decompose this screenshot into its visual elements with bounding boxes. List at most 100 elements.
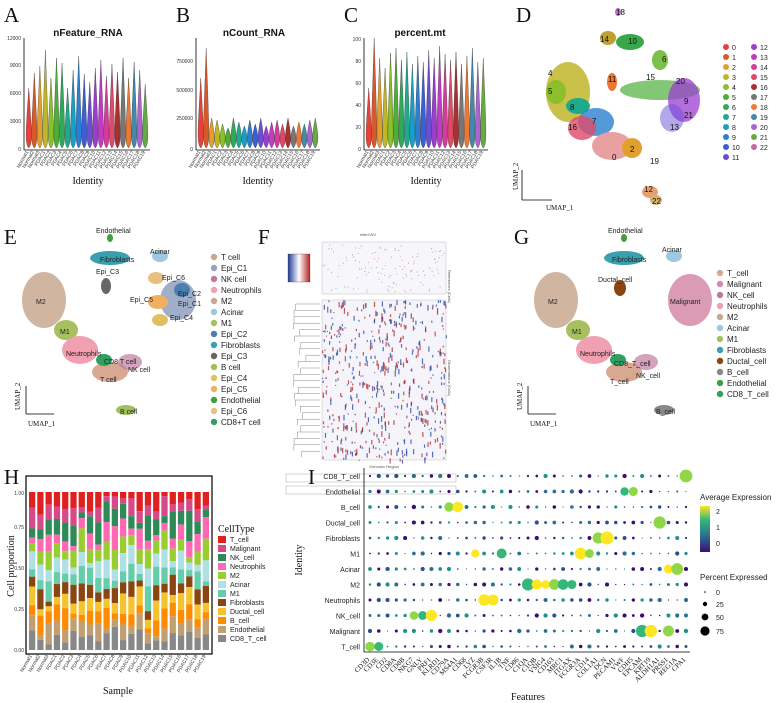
bar-segment [45,606,52,612]
cnv-mark [332,323,334,326]
dot [465,536,468,540]
dot [605,474,609,478]
dendrogram-branch [298,387,320,394]
dot [478,594,490,606]
legend-dot [716,357,724,365]
cnv-mark [376,434,378,438]
legend-label: 17 [760,95,768,102]
cnv-mark [390,319,392,325]
svg-text:4: 4 [548,69,553,78]
bar-segment [177,593,185,610]
cnv-mark [390,319,392,324]
cnv-mark [352,366,354,372]
dot [482,489,487,494]
cnv-mark [361,446,363,449]
cnv-mark [401,450,403,455]
bar-segment [37,564,44,581]
cnv-mark [337,377,339,381]
violin [415,55,421,149]
bar-segment [144,619,152,629]
cnv-mark [334,372,337,374]
svg-text:Fibroblasts: Fibroblasts [612,257,647,264]
cnv-mark [371,439,373,445]
bar-segment [70,567,77,575]
dot [623,583,626,586]
cnv-mark [441,371,443,374]
violin [365,87,372,149]
dot [552,489,557,494]
bar-segment [70,584,77,604]
cnv-mark [430,377,432,379]
svg-text:40: 40 [355,103,361,109]
dot [569,644,574,649]
cnv-mark [425,326,427,333]
legend-label: Epi_C3 [221,352,248,361]
dendrogram-branch [302,412,320,419]
dot [418,611,428,620]
cnv-mark [429,366,431,372]
dot [465,490,468,493]
cnv-mark [355,422,357,429]
legend-label: 22 [760,145,768,152]
violin [98,59,104,149]
dot [675,644,679,649]
svg-text:0: 0 [190,147,193,153]
dot [671,563,684,575]
cnv-mark [324,264,326,266]
dot [438,535,443,541]
dot [411,520,416,525]
svg-text:M1: M1 [60,329,70,336]
legend-label: 10 [732,145,740,152]
dot [552,567,556,571]
dot [492,537,494,539]
cnv-mark [420,417,422,422]
cnv-mark [340,326,342,331]
legend-label: M2 [230,573,240,580]
legend-dot [751,124,757,130]
dot [500,598,503,602]
dot [385,536,390,540]
dot [496,548,507,559]
cnv-mark [411,368,413,372]
cnv-mark [353,315,355,321]
dot [684,613,688,618]
cnv-mark [329,244,331,246]
cnv-mark [423,338,425,341]
bar-segment [29,615,36,631]
bar-segment [177,623,185,636]
violin [114,71,121,149]
bar-segment [128,633,135,650]
cnv-mark [442,442,444,445]
cnv-mark [354,442,356,444]
cnv-mark [380,370,382,373]
cnv-mark [390,382,392,386]
cnv-mark [385,323,387,326]
cnv-mark [391,287,393,289]
panel-a-yticks: 0 3000 6000 9000 12000 [7,36,21,153]
dot [605,613,609,618]
bar-segment [202,505,209,511]
legend-dot [751,64,757,70]
cnv-mark [410,313,412,319]
dot [452,501,464,513]
cnv-mark [405,325,407,329]
bar-segment [111,508,118,527]
dot [517,628,522,634]
dot [549,579,560,590]
cnv-mark [366,360,368,367]
svg-text:13: 13 [670,123,679,132]
cnv-mark [325,390,327,395]
cnv-mark [398,315,401,319]
row-label: M2 [350,583,360,590]
cluster-blob-16 [568,116,596,140]
panel-c-xlabel: Identity [410,176,441,187]
cnv-mark [412,325,415,331]
svg-text:75: 75 [716,629,724,636]
panel-d-cluster-labels: 4 5 8 7 16 0 2 19 15 9 13 6 20 10 14 18 … [548,8,693,206]
blob-endothelial [107,234,113,242]
dot [640,520,644,525]
bar-segment [111,619,118,627]
cnv-mark [376,267,378,269]
cnv-mark [352,383,354,386]
dot [614,551,618,556]
